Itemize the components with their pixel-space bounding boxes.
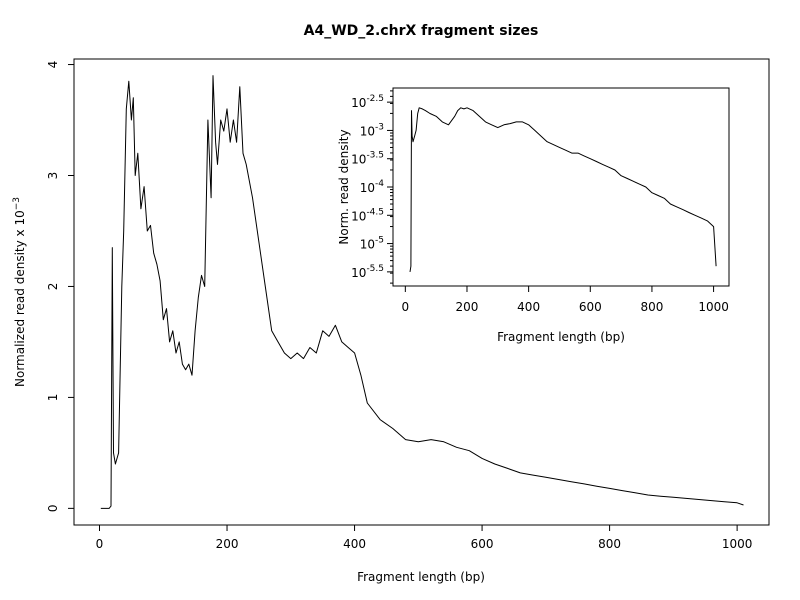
inset-series-group (409, 107, 717, 272)
main-x-tick-label: 1000 (722, 537, 753, 551)
inset-y-tick-label: 10-5 (360, 236, 384, 252)
inset-y-axis-label: Norm. read density (337, 129, 351, 244)
inset-y-tick-label: 10-3 (360, 122, 384, 138)
main-x-tick-label: 600 (471, 537, 494, 551)
main-x-tick-label: 200 (216, 537, 239, 551)
main-x-axis-label: Fragment length (bp) (357, 570, 485, 584)
main-x-tick-label: 400 (343, 537, 366, 551)
main-y-axis-label: Normalized read density x 10−3 (12, 197, 27, 387)
inset-x-tick-label: 400 (517, 300, 540, 314)
main-y-tick-label: 2 (46, 283, 60, 291)
main-x-axis: 0 200 400 600 800 1000 (96, 525, 753, 551)
main-y-tick-label: 0 (46, 505, 60, 513)
main-y-axis: 0 1 2 3 4 (46, 61, 74, 512)
main-y-tick-label: 4 (46, 61, 60, 69)
main-plot-frame (73, 58, 770, 526)
main-x-tick-label: 0 (96, 537, 104, 551)
inset-background (393, 88, 729, 286)
inset-x-tick-label: 800 (640, 300, 663, 314)
inset-x-axis: 0 200 400 600 800 1000 (402, 286, 729, 314)
inset-y-tick-label: 10-5.5 (351, 264, 384, 280)
main-x-tick-label: 800 (598, 537, 621, 551)
inset-series-line (409, 107, 717, 272)
inset-x-tick-label: 200 (456, 300, 479, 314)
main-y-tick-label: 3 (46, 172, 60, 180)
inset-y-tick-label: 10-4.5 (351, 207, 384, 223)
inset-y-tick-label: 10-4 (360, 179, 385, 195)
inset-y-tick-label: 10-2.5 (351, 94, 384, 110)
inset-x-tick-label: 0 (402, 300, 410, 314)
chart-title: A4_WD_2.chrX fragment sizes (304, 23, 539, 39)
inset-y-tick-label: 10-3.5 (351, 151, 384, 167)
main-y-tick-label: 1 (46, 394, 60, 402)
inset-y-axis: 10-2.5 10-3 10-3.5 10-4 10-4.5 10-5 10-5.5 (351, 90, 393, 284)
main-series-group (100, 75, 744, 509)
inset-x-tick-label: 1000 (698, 300, 729, 314)
inset-x-axis-label: Fragment length (bp) (497, 330, 625, 344)
main-series-line (100, 75, 744, 509)
inset-x-tick-label: 600 (579, 300, 602, 314)
